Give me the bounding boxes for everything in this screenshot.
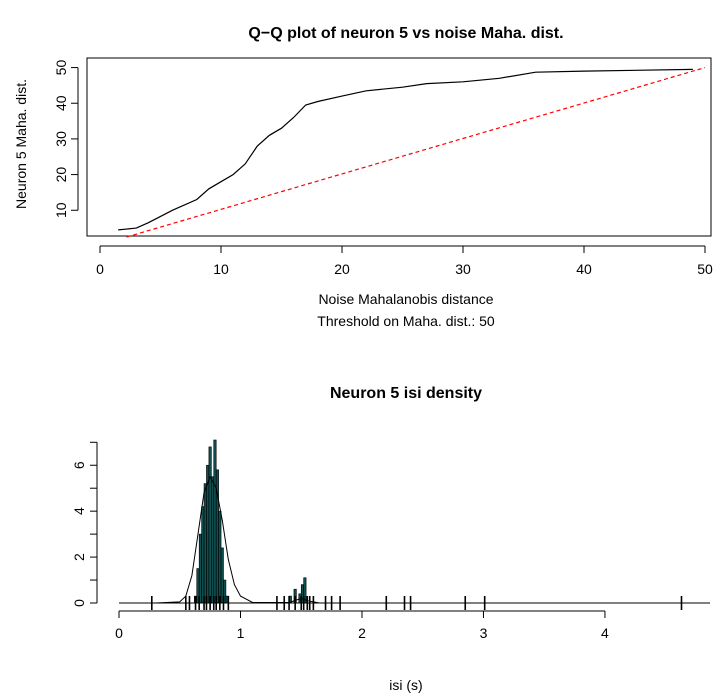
isi-x-tick-label: 4 [601, 625, 609, 641]
isi-histogram [194, 439, 307, 604]
qq-threshold-label: Threshold on Maha. dist.: 50 [317, 313, 495, 329]
qq-x-tick-label: 50 [697, 261, 713, 277]
isi-y-axis: 0 2 4 6 [71, 441, 98, 607]
qq-panel: Q−Q plot of neuron 5 vs noise Maha. dist… [13, 25, 713, 329]
isi-histogram-bar [203, 483, 207, 604]
isi-x-tick-label: 1 [237, 625, 245, 641]
isi-histogram-bar [208, 446, 212, 604]
isi-histogram-bar [201, 506, 205, 604]
qq-x-tick-label: 40 [576, 261, 592, 277]
qq-x-tick-label: 10 [213, 261, 229, 277]
isi-histogram-bar [218, 510, 222, 604]
isi-histogram-bar [220, 547, 224, 604]
isi-x-axis: 0 1 2 3 4 [115, 610, 609, 641]
qq-plot-frame [86, 57, 712, 237]
isi-density-curve [119, 475, 710, 604]
qq-x-tick-label: 20 [334, 261, 350, 277]
qq-y-axis: 10 20 30 40 50 [53, 60, 79, 218]
qq-x-label: Noise Mahalanobis distance [318, 291, 493, 307]
isi-y-tick-label: 6 [71, 461, 87, 469]
isi-histogram-bar [198, 533, 202, 604]
qq-y-tick-label: 40 [53, 95, 69, 111]
isi-y-tick-label: 0 [71, 599, 87, 607]
qq-title: Q−Q plot of neuron 5 vs noise Maha. dist… [248, 25, 563, 42]
qq-x-tick-label: 0 [96, 261, 104, 277]
isi-histogram-bar [213, 439, 217, 604]
qq-y-tick-label: 30 [53, 131, 69, 147]
qq-y-tick-label: 20 [53, 167, 69, 183]
qq-y-label: Neuron 5 Maha. dist. [13, 79, 29, 209]
isi-density-line [155, 475, 690, 604]
isi-title: Neuron 5 isi density [330, 385, 482, 402]
isi-rug [151, 596, 683, 610]
qq-y-tick-label: 10 [53, 202, 69, 218]
isi-x-tick-label: 0 [115, 625, 123, 641]
isi-y-tick-label: 2 [71, 553, 87, 561]
isi-panel: Neuron 5 isi density 0 1 2 3 4 0 2 4 6 isi (s) [71, 385, 710, 693]
isi-y-tick-label: 4 [71, 507, 87, 515]
isi-x-tick-label: 3 [480, 625, 488, 641]
qq-x-tick-label: 30 [455, 261, 471, 277]
isi-x-tick-label: 2 [358, 625, 366, 641]
qq-x-axis: 0 10 20 30 40 50 [96, 245, 713, 277]
isi-x-label: isi (s) [389, 677, 422, 693]
qq-series [118, 67, 706, 238]
qq-quantile-line [118, 68, 693, 231]
qq-reference-line [126, 67, 706, 238]
qq-y-tick-label: 50 [53, 60, 69, 76]
isi-histogram-bar [211, 476, 215, 604]
